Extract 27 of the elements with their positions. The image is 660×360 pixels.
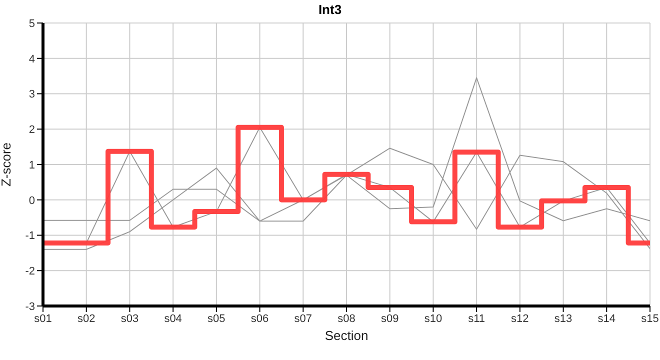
x-tick-label: s02 xyxy=(77,312,96,325)
x-tick-label: s10 xyxy=(424,312,442,325)
x-tick-label: s06 xyxy=(250,312,269,325)
y-axis-title: Z-score xyxy=(0,142,14,187)
y-tick-label: 4 xyxy=(28,53,35,66)
x-tick-label: s04 xyxy=(164,312,182,325)
y-tick-label: 5 xyxy=(28,18,35,30)
y-tick-label: 3 xyxy=(28,88,35,101)
x-axis-title: Section xyxy=(324,328,368,343)
x-tick-label: s15 xyxy=(641,312,659,325)
chart-title: Int3 xyxy=(317,2,343,17)
x-tick-label: s12 xyxy=(511,312,529,325)
y-tick-label: -2 xyxy=(25,266,35,278)
y-tick-label: 2 xyxy=(28,124,35,136)
x-tick-label: s08 xyxy=(338,312,356,325)
x-tick-label: s05 xyxy=(208,312,226,325)
x-tick-label: s07 xyxy=(294,312,312,325)
y-tick-label: -3 xyxy=(25,300,35,313)
x-tick-label: s01 xyxy=(34,312,52,325)
x-tick-label: s11 xyxy=(468,312,486,325)
y-tick-label: 1 xyxy=(28,159,35,172)
y-tick-label: 0 xyxy=(28,194,35,207)
x-tick-label: s13 xyxy=(554,312,572,325)
x-tick-label: s03 xyxy=(120,312,139,325)
x-tick-label: s14 xyxy=(598,312,616,325)
x-tick-label: s09 xyxy=(380,312,399,325)
y-tick-label: -1 xyxy=(25,230,35,242)
